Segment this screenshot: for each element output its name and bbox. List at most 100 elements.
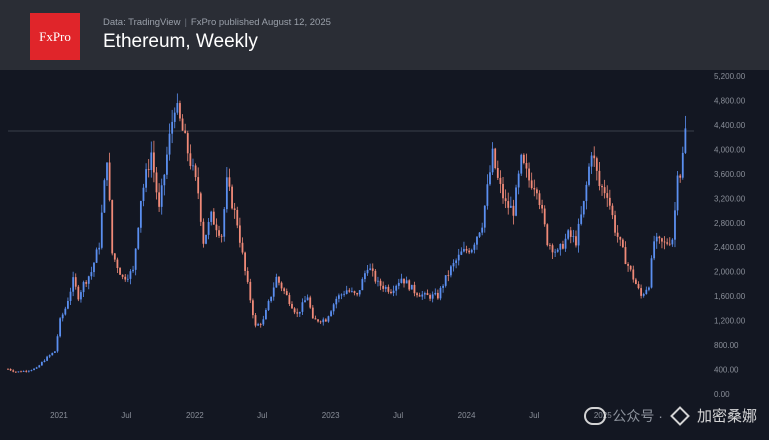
candle <box>410 284 413 290</box>
candle <box>231 184 233 210</box>
candle <box>46 355 48 362</box>
candle <box>324 318 327 322</box>
candle <box>452 259 455 272</box>
candle <box>166 146 168 180</box>
candle <box>436 289 439 300</box>
candle <box>374 269 377 284</box>
candle-body <box>356 293 359 295</box>
candle-body <box>588 166 590 185</box>
candle-body <box>489 172 491 185</box>
candle <box>535 187 538 200</box>
candle-body <box>377 280 379 282</box>
candle-body <box>512 205 515 216</box>
candle-body <box>499 177 502 184</box>
candle <box>530 172 533 190</box>
candle <box>408 279 411 292</box>
candle-body <box>147 169 150 171</box>
candle <box>418 292 421 297</box>
candle-body <box>603 187 606 194</box>
candle <box>640 284 643 299</box>
candle-body <box>9 368 12 371</box>
candle <box>259 322 262 328</box>
candle-body <box>559 243 562 250</box>
candle-body <box>410 284 413 290</box>
candle <box>184 123 187 134</box>
candle-body <box>361 279 364 291</box>
candle-body <box>116 259 119 269</box>
candle-body <box>593 155 596 159</box>
candle <box>113 252 116 262</box>
candle <box>106 162 108 186</box>
candle-body <box>137 227 140 249</box>
candle <box>142 183 145 207</box>
candle-body <box>280 282 283 289</box>
candle-body <box>348 290 351 292</box>
candle <box>56 334 59 353</box>
candle-body <box>522 154 525 163</box>
candle <box>111 199 114 256</box>
candle <box>7 368 9 370</box>
candle-body <box>184 130 187 134</box>
candle-body <box>679 175 682 178</box>
candle-body <box>416 293 418 296</box>
candle <box>163 173 166 196</box>
candle <box>147 159 150 178</box>
candle-body <box>507 201 510 208</box>
candle <box>658 235 661 244</box>
candle-body <box>207 221 210 235</box>
x-tick-label: 2023 <box>322 411 340 420</box>
candle-body <box>126 278 129 280</box>
candle <box>392 285 395 297</box>
candle-body <box>124 276 127 280</box>
candle <box>98 242 101 255</box>
candle <box>668 237 671 247</box>
candle-body <box>335 298 338 305</box>
candle-body <box>671 239 674 245</box>
candle-body <box>442 285 444 288</box>
candle <box>439 286 442 301</box>
candle-body <box>629 265 632 270</box>
candle <box>223 206 226 242</box>
candle-body <box>397 282 400 286</box>
candle <box>137 227 140 251</box>
candle-body <box>85 282 88 284</box>
candle-body <box>296 312 299 314</box>
candle <box>567 228 570 241</box>
candle <box>379 278 382 291</box>
candle <box>67 297 69 310</box>
binance-icon <box>670 405 690 426</box>
candle <box>366 265 369 276</box>
candle <box>119 266 121 275</box>
candle <box>473 242 476 254</box>
candle-body <box>551 245 554 253</box>
candle <box>134 248 137 276</box>
candle-body <box>392 290 395 294</box>
candle <box>465 245 468 254</box>
y-tick-label: 2,000.00 <box>714 268 746 277</box>
x-tick-label: Jul <box>393 411 403 420</box>
candle-body <box>61 314 64 319</box>
candle-body <box>421 294 424 297</box>
x-axis: 2021 Jul 2022 Jul 2023 Jul 2024 Jul 2025 <box>50 411 612 420</box>
candle <box>533 179 536 197</box>
candle <box>155 166 158 200</box>
candle <box>663 236 666 250</box>
candle-body <box>455 260 458 263</box>
candle-body <box>366 269 369 274</box>
candle-body <box>80 292 82 300</box>
candle <box>541 199 543 214</box>
candle <box>621 238 624 249</box>
candle <box>53 351 56 353</box>
candle-body <box>504 198 507 202</box>
candle-body <box>210 211 213 222</box>
candle-body <box>278 276 280 283</box>
candlestick-chart[interactable]: 0.00 400.00 800.00 1,200.00 1,600.00 2,000.00… <box>0 70 769 440</box>
candle-body <box>525 162 528 169</box>
candle-body <box>666 242 669 244</box>
candle-body <box>418 295 421 297</box>
candle-body <box>192 165 194 167</box>
candle-body <box>288 295 291 305</box>
candle-body <box>395 285 398 291</box>
candle-body <box>17 371 20 373</box>
candle <box>400 273 403 284</box>
